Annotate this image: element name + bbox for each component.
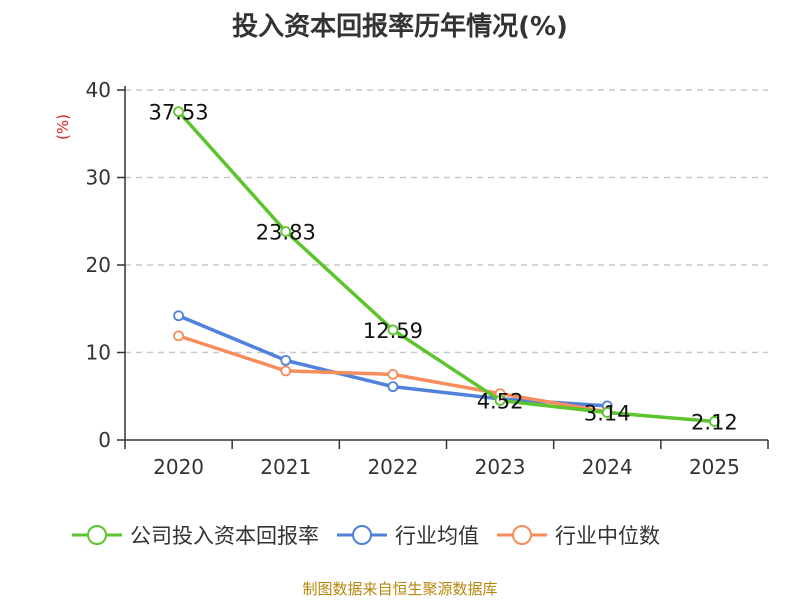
legend-label-industry-mean: 行业均值 [395,524,479,548]
x-tick-label-2022: 2022 [367,455,418,479]
legend-item-company[interactable]: 公司投入资本回报率 [72,520,319,550]
series [173,106,720,427]
data-label-company-2021: 23.83 [256,220,316,244]
legend: 公司投入资本回报率 行业均值 行业中位数 [72,520,678,550]
data-point-company-2025 [709,416,720,427]
y-tick-label-0: 0 [98,428,111,452]
data-point-industry-median-2020 [173,330,184,342]
data-point-industry-median-2022 [387,368,399,380]
x-tick-label-2024: 2024 [582,455,633,479]
data-point-company-2021 [280,226,292,237]
source-note: 制图数据来自恒生聚源数据库 [302,580,498,598]
data-point-company-2022 [387,324,399,336]
legend-marker-company [72,525,122,545]
legend-marker-industry-mean [337,525,387,545]
gridlines [125,89,768,354]
chart-canvas: 0 10 20 30 40 (%) 2020 2021 2022 2023 2024 2025 37.… [54,78,769,479]
data-point-industry-median-2021 [280,365,292,377]
legend-label-industry-median: 行业中位数 [555,524,660,548]
x-tick-label-2025: 2025 [689,455,740,479]
y-tick-label-30: 30 [86,166,111,190]
x-tick-label-2020: 2020 [153,455,204,479]
data-label-company-2022: 12.59 [363,319,423,343]
data-point-company-2023 [494,395,506,406]
y-tick-label-40: 40 [86,78,111,102]
x-tick-label-2023: 2023 [475,455,526,479]
data-point-industry-mean-2022 [387,381,399,393]
data-labels: 37.53 23.83 12.59 4.52 3.14 2.12 [149,101,738,435]
axes: 0 10 20 30 40 (%) 2020 2021 2022 2023 2024 2025 [54,78,769,479]
data-point-company-2024 [601,407,613,418]
data-point-company-2020 [173,106,184,118]
legend-marker-industry-median [497,525,547,545]
data-point-industry-mean-2020 [173,310,184,322]
legend-item-industry-mean[interactable]: 行业均值 [337,520,479,550]
data-label-company-2020: 37.53 [149,101,209,125]
y-axis-unit-label: (%) [54,114,72,140]
data-label-company-2024: 3.14 [584,402,631,426]
series-line-company [177,110,715,424]
legend-label-company: 公司投入资本回报率 [130,524,319,548]
data-label-company-2025: 2.12 [691,410,738,434]
data-label-company-2023: 4.52 [477,389,524,413]
y-tick-label-10: 10 [86,341,111,365]
x-tick-label-2021: 2021 [260,455,311,479]
y-tick-label-20: 20 [86,253,111,277]
data-point-industry-mean-2021 [280,354,292,366]
legend-item-industry-median[interactable]: 行业中位数 [497,520,660,550]
chart-title: 投入资本回报率历年情况(%) [232,12,568,42]
